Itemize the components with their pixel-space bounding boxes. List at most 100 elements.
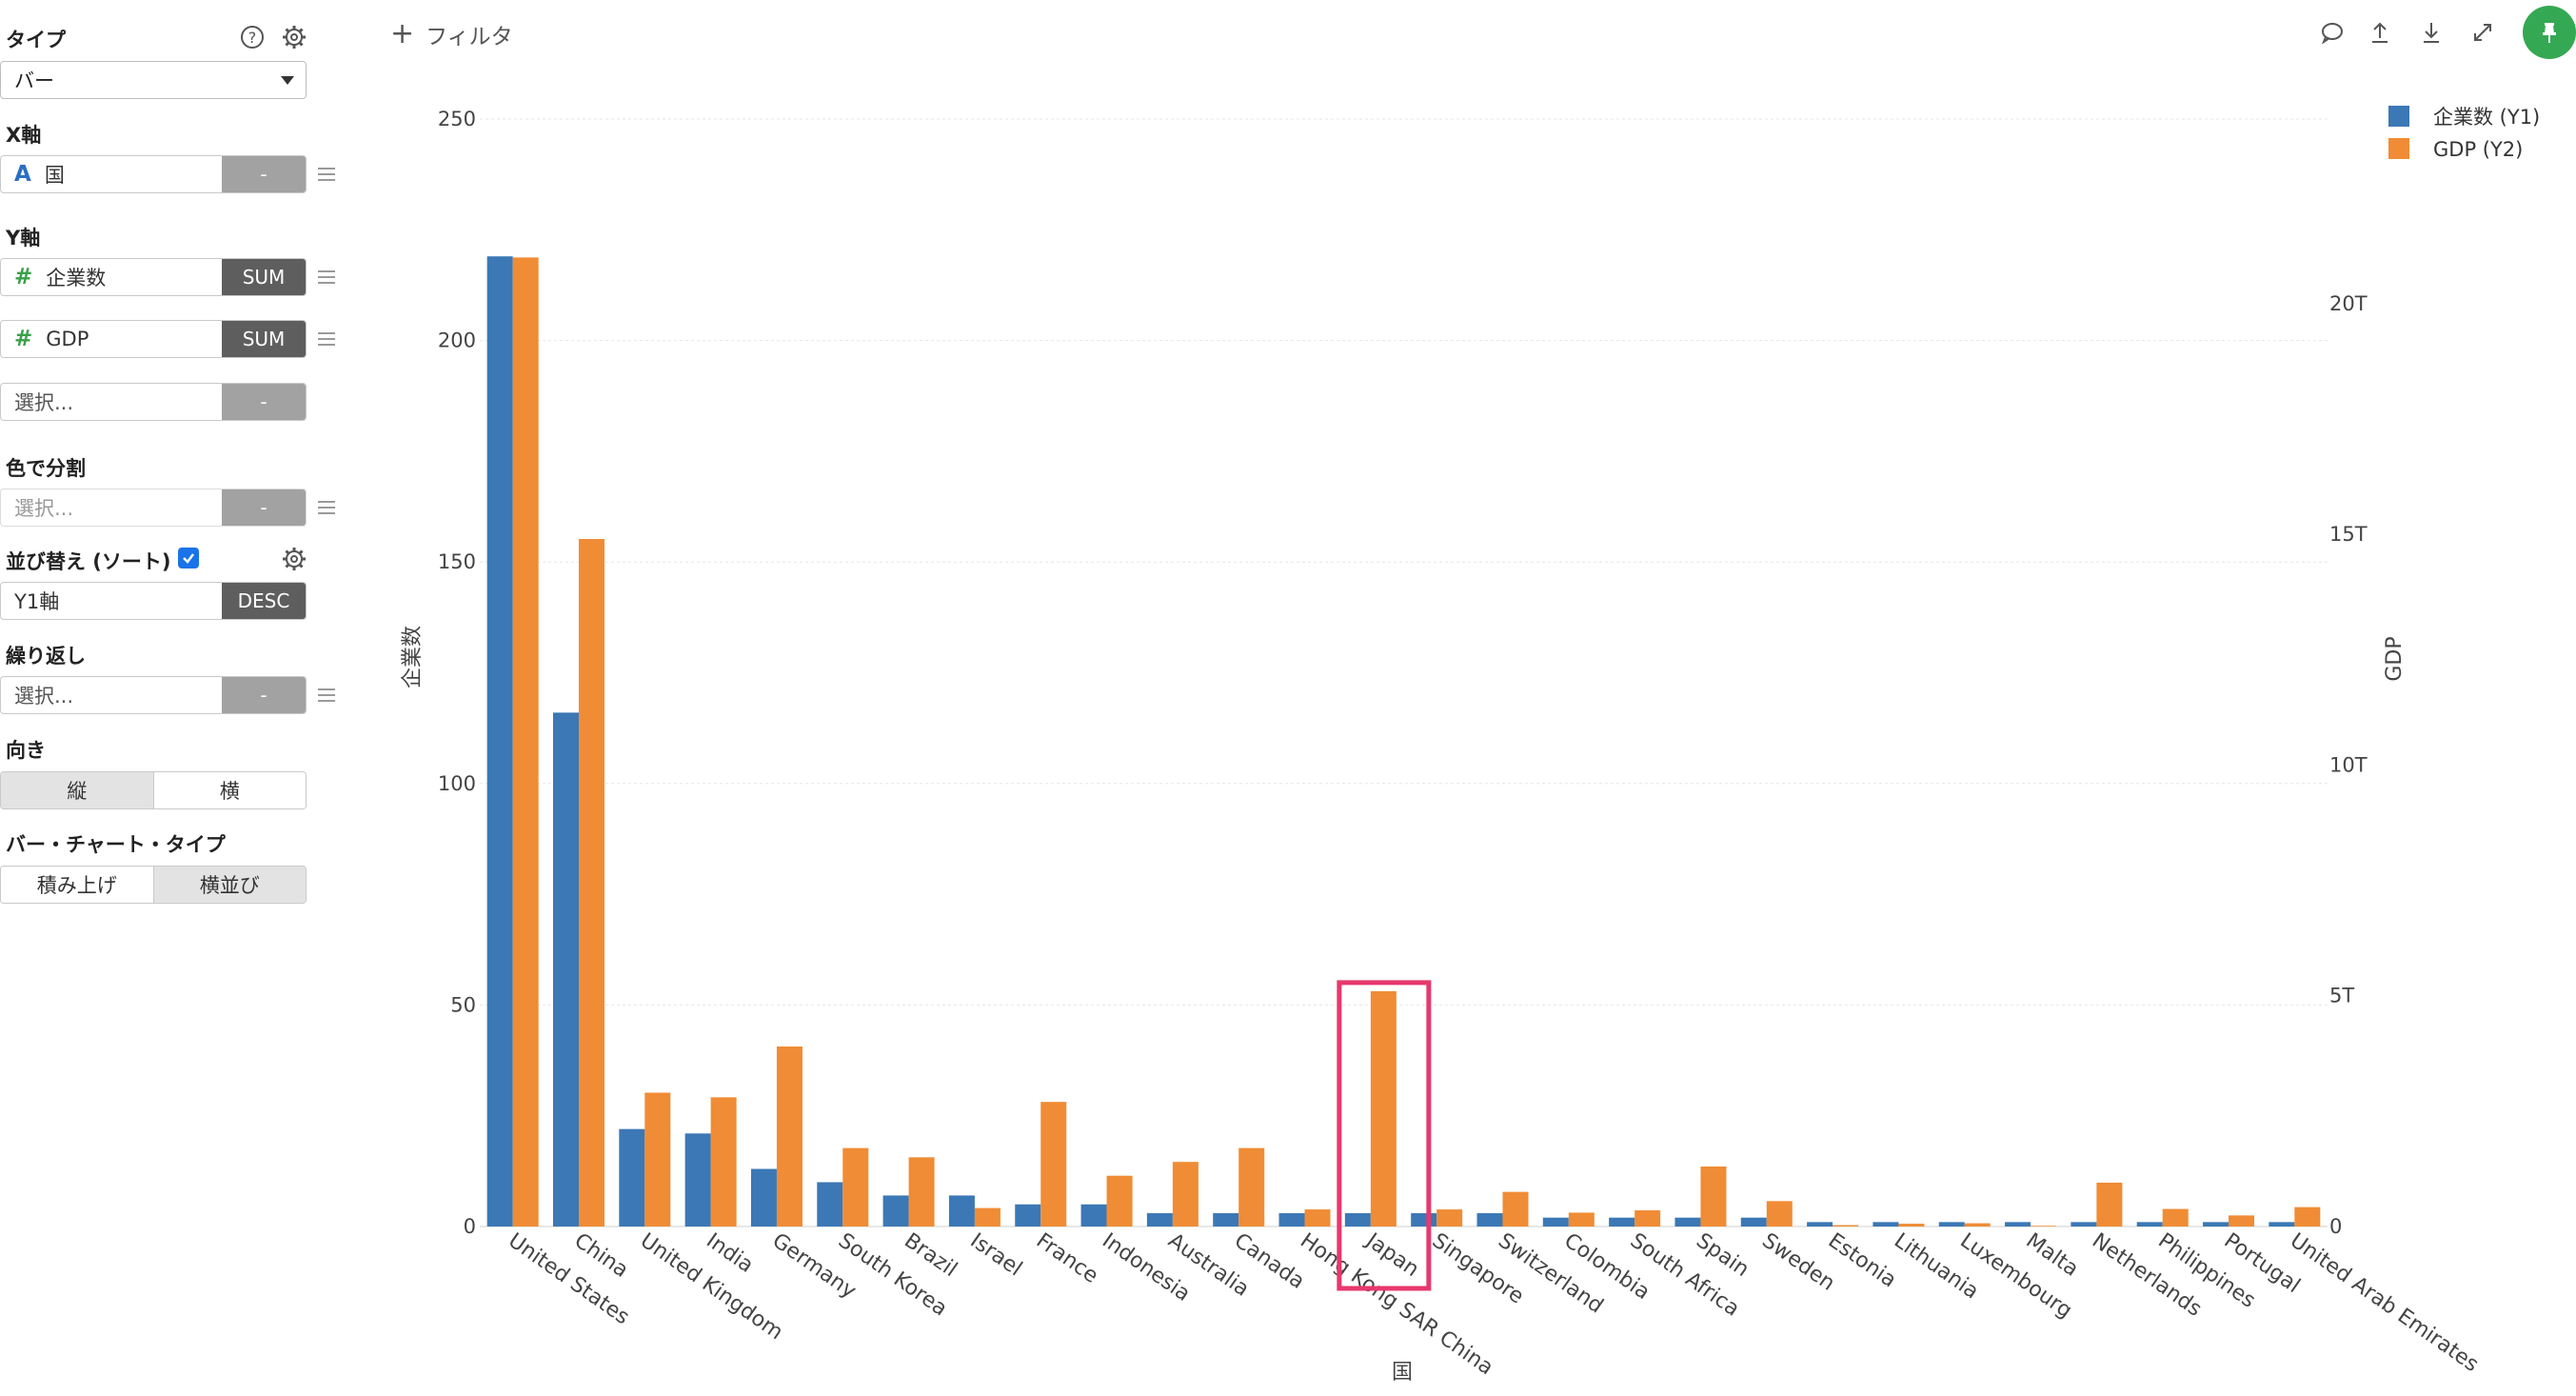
bar-y1[interactable] xyxy=(1807,1222,1833,1226)
drag-handle-icon[interactable] xyxy=(318,332,335,346)
bar-y1[interactable] xyxy=(1609,1217,1635,1226)
y-axis-field-companies[interactable]: # 企業数 SUM xyxy=(0,258,307,296)
bar-y1[interactable] xyxy=(1740,1217,1767,1226)
bar-y2[interactable] xyxy=(2229,1215,2255,1226)
highlight-box xyxy=(1337,980,1432,1291)
bar-y1[interactable] xyxy=(552,712,579,1226)
bar-y2[interactable] xyxy=(1568,1212,1595,1226)
y-axis-field-gdp[interactable]: # GDP SUM xyxy=(0,320,307,358)
bar-y2[interactable] xyxy=(974,1207,1001,1226)
orientation-label: 向き xyxy=(6,739,46,762)
orientation-horizontal[interactable]: 横 xyxy=(152,772,306,808)
bar-y2[interactable] xyxy=(710,1097,737,1226)
chart-type-select[interactable]: バー xyxy=(0,61,307,99)
bar-y2[interactable] xyxy=(1766,1201,1793,1226)
sort-gear-icon[interactable] xyxy=(280,545,308,573)
bar-y1[interactable] xyxy=(750,1168,777,1226)
pin-button[interactable] xyxy=(2523,6,2576,59)
bar-y1[interactable] xyxy=(1873,1222,1899,1226)
bar-y2[interactable] xyxy=(512,257,539,1226)
bar-y2[interactable] xyxy=(1700,1167,1727,1226)
bar-y1[interactable] xyxy=(619,1128,645,1226)
bar-y2[interactable] xyxy=(2096,1182,2123,1226)
bar-y2[interactable] xyxy=(1238,1147,1265,1226)
bar-y2[interactable] xyxy=(1304,1209,1331,1226)
bar-y1[interactable] xyxy=(1938,1222,1965,1226)
bar-y2[interactable] xyxy=(1437,1209,1463,1226)
bar-y2[interactable] xyxy=(908,1157,935,1226)
bar-y1[interactable] xyxy=(2269,1222,2295,1226)
bar-y1[interactable] xyxy=(1476,1213,1503,1226)
expand-icon[interactable] xyxy=(2467,17,2498,48)
sort-field-name: Y1軸 xyxy=(14,590,60,613)
bar-y2[interactable] xyxy=(2294,1207,2321,1226)
bar-y2[interactable] xyxy=(1898,1224,1925,1226)
bar-type-grouped[interactable]: 横並び xyxy=(152,867,306,903)
bar-y2[interactable] xyxy=(1370,990,1397,1226)
bar-y1[interactable] xyxy=(2071,1222,2097,1226)
bar-y1[interactable] xyxy=(1278,1213,1305,1226)
bar-y1[interactable] xyxy=(684,1133,711,1226)
legend: 企業数 (Y1) GDP (Y2) xyxy=(2388,106,2540,161)
bar-y2[interactable] xyxy=(2162,1208,2189,1226)
y-axis-empty-agg[interactable]: - xyxy=(222,384,306,420)
bar-y1[interactable] xyxy=(1411,1213,1437,1226)
color-split-placeholder: 選択... xyxy=(14,497,74,520)
gear-icon[interactable] xyxy=(280,23,308,51)
orientation-vertical[interactable]: 縦 xyxy=(1,772,153,808)
bar-y1[interactable] xyxy=(2136,1222,2163,1226)
comment-icon[interactable] xyxy=(2317,17,2348,48)
drag-handle-icon[interactable] xyxy=(318,168,335,181)
legend-label-y1[interactable]: 企業数 (Y1) xyxy=(2433,106,2540,129)
bar-y2[interactable] xyxy=(578,538,604,1226)
bar-y1[interactable] xyxy=(2203,1222,2229,1226)
legend-swatch-y2[interactable] xyxy=(2388,138,2409,159)
bar-y1[interactable] xyxy=(1213,1213,1239,1226)
bar-y2[interactable] xyxy=(644,1092,671,1226)
bar-y1[interactable] xyxy=(1015,1204,1041,1226)
y-axis-add-field[interactable]: 選択... - xyxy=(0,383,307,421)
add-filter-button[interactable]: + フィルタ xyxy=(390,17,513,51)
bar-y2[interactable] xyxy=(776,1047,803,1226)
bar-y2[interactable] xyxy=(1635,1210,1661,1226)
drag-handle-icon[interactable] xyxy=(318,270,335,284)
bar-y1[interactable] xyxy=(1146,1213,1173,1226)
y2-agg-button[interactable]: SUM xyxy=(222,321,306,357)
drag-handle-icon[interactable] xyxy=(318,688,335,702)
sort-checkbox[interactable] xyxy=(178,548,199,568)
bar-y2[interactable] xyxy=(1106,1175,1133,1226)
sort-field[interactable]: Y1軸 DESC xyxy=(0,582,307,620)
sort-order-button[interactable]: DESC xyxy=(222,583,306,619)
bar-y2[interactable] xyxy=(1172,1162,1199,1226)
bar-y1[interactable] xyxy=(882,1195,909,1226)
bar-y1[interactable] xyxy=(1674,1217,1701,1226)
bar-y2[interactable] xyxy=(842,1147,869,1226)
bar-y2[interactable] xyxy=(1040,1102,1067,1226)
legend-swatch-y1[interactable] xyxy=(2388,106,2409,127)
legend-label-y2[interactable]: GDP (Y2) xyxy=(2433,138,2523,161)
color-split-field[interactable]: 選択... - xyxy=(0,489,307,527)
bar-y1[interactable] xyxy=(948,1195,975,1226)
bar-y1[interactable] xyxy=(1542,1217,1569,1226)
download-icon[interactable] xyxy=(2416,17,2447,48)
repeat-field[interactable]: 選択... - xyxy=(0,676,307,714)
bar-y1[interactable] xyxy=(486,256,513,1226)
color-split-agg[interactable]: - xyxy=(222,489,306,526)
repeat-agg[interactable]: - xyxy=(222,677,306,713)
y1-tick-label: 0 xyxy=(464,1215,476,1238)
help-icon[interactable]: ? xyxy=(238,23,267,51)
bar-y1[interactable] xyxy=(817,1182,843,1226)
bar-y2[interactable] xyxy=(1964,1223,1991,1226)
bar-y1[interactable] xyxy=(2005,1222,2031,1226)
bar-type-stacked[interactable]: 積み上げ xyxy=(1,867,153,903)
upload-icon[interactable] xyxy=(2365,17,2395,48)
bar-y1[interactable] xyxy=(1080,1204,1107,1226)
x-axis-agg-button[interactable]: - xyxy=(222,156,306,192)
y1-agg-button[interactable]: SUM xyxy=(222,259,306,295)
bar-y1[interactable] xyxy=(1344,1213,1371,1226)
repeat-placeholder: 選択... xyxy=(14,685,74,708)
bar-y2[interactable] xyxy=(1502,1191,1529,1226)
drag-handle-icon[interactable] xyxy=(318,501,335,514)
y-axis-label: Y軸 xyxy=(6,227,41,249)
